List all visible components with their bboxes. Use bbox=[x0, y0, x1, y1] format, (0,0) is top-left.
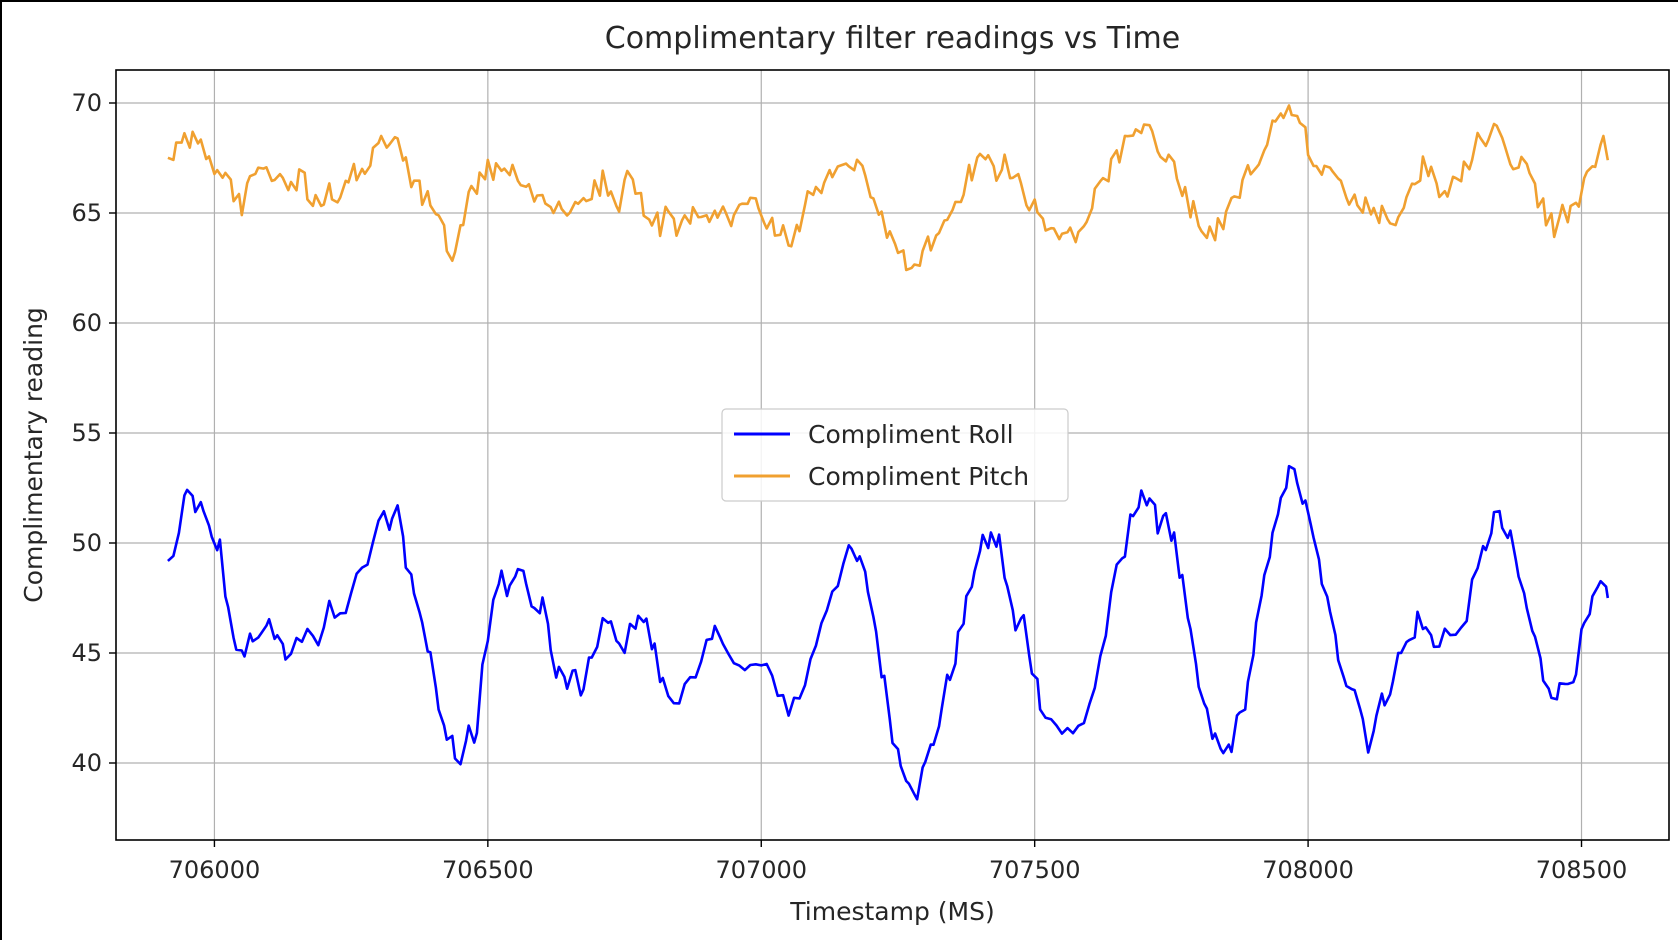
series-line-roll bbox=[167, 464, 1610, 801]
x-tick-label: 707000 bbox=[715, 856, 807, 884]
x-tick-label: 706500 bbox=[442, 856, 534, 884]
series-line-pitch bbox=[167, 104, 1610, 272]
legend-label-pitch: Compliment Pitch bbox=[808, 462, 1029, 491]
plot-area-border bbox=[115, 69, 1670, 841]
y-axis-label: Complimentary reading bbox=[19, 307, 48, 603]
series-lines bbox=[167, 104, 1610, 801]
x-tick-label: 707500 bbox=[989, 856, 1081, 884]
y-tick-label: 55 bbox=[71, 419, 102, 447]
legend-label-roll: Compliment Roll bbox=[808, 420, 1014, 449]
x-tick-label: 708500 bbox=[1536, 856, 1628, 884]
y-tick-label: 60 bbox=[71, 309, 102, 337]
x-tick-label: 706000 bbox=[169, 856, 261, 884]
y-tick-label: 45 bbox=[71, 639, 102, 667]
chart-title: Complimentary filter readings vs Time bbox=[605, 21, 1180, 56]
legend: Compliment Roll Compliment Pitch bbox=[721, 408, 1069, 502]
y-tick-label: 40 bbox=[71, 749, 102, 777]
x-axis-label: Timestamp (MS) bbox=[789, 897, 994, 926]
x-tick-label: 708000 bbox=[1262, 856, 1354, 884]
y-tick-label: 70 bbox=[71, 89, 102, 117]
y-tick-label: 65 bbox=[71, 199, 102, 227]
legend-box bbox=[721, 408, 1069, 502]
axis-ticks: 706000 706500 707000 707500 708000 708500 40 45… bbox=[71, 89, 1627, 884]
y-tick-label: 50 bbox=[71, 529, 102, 557]
